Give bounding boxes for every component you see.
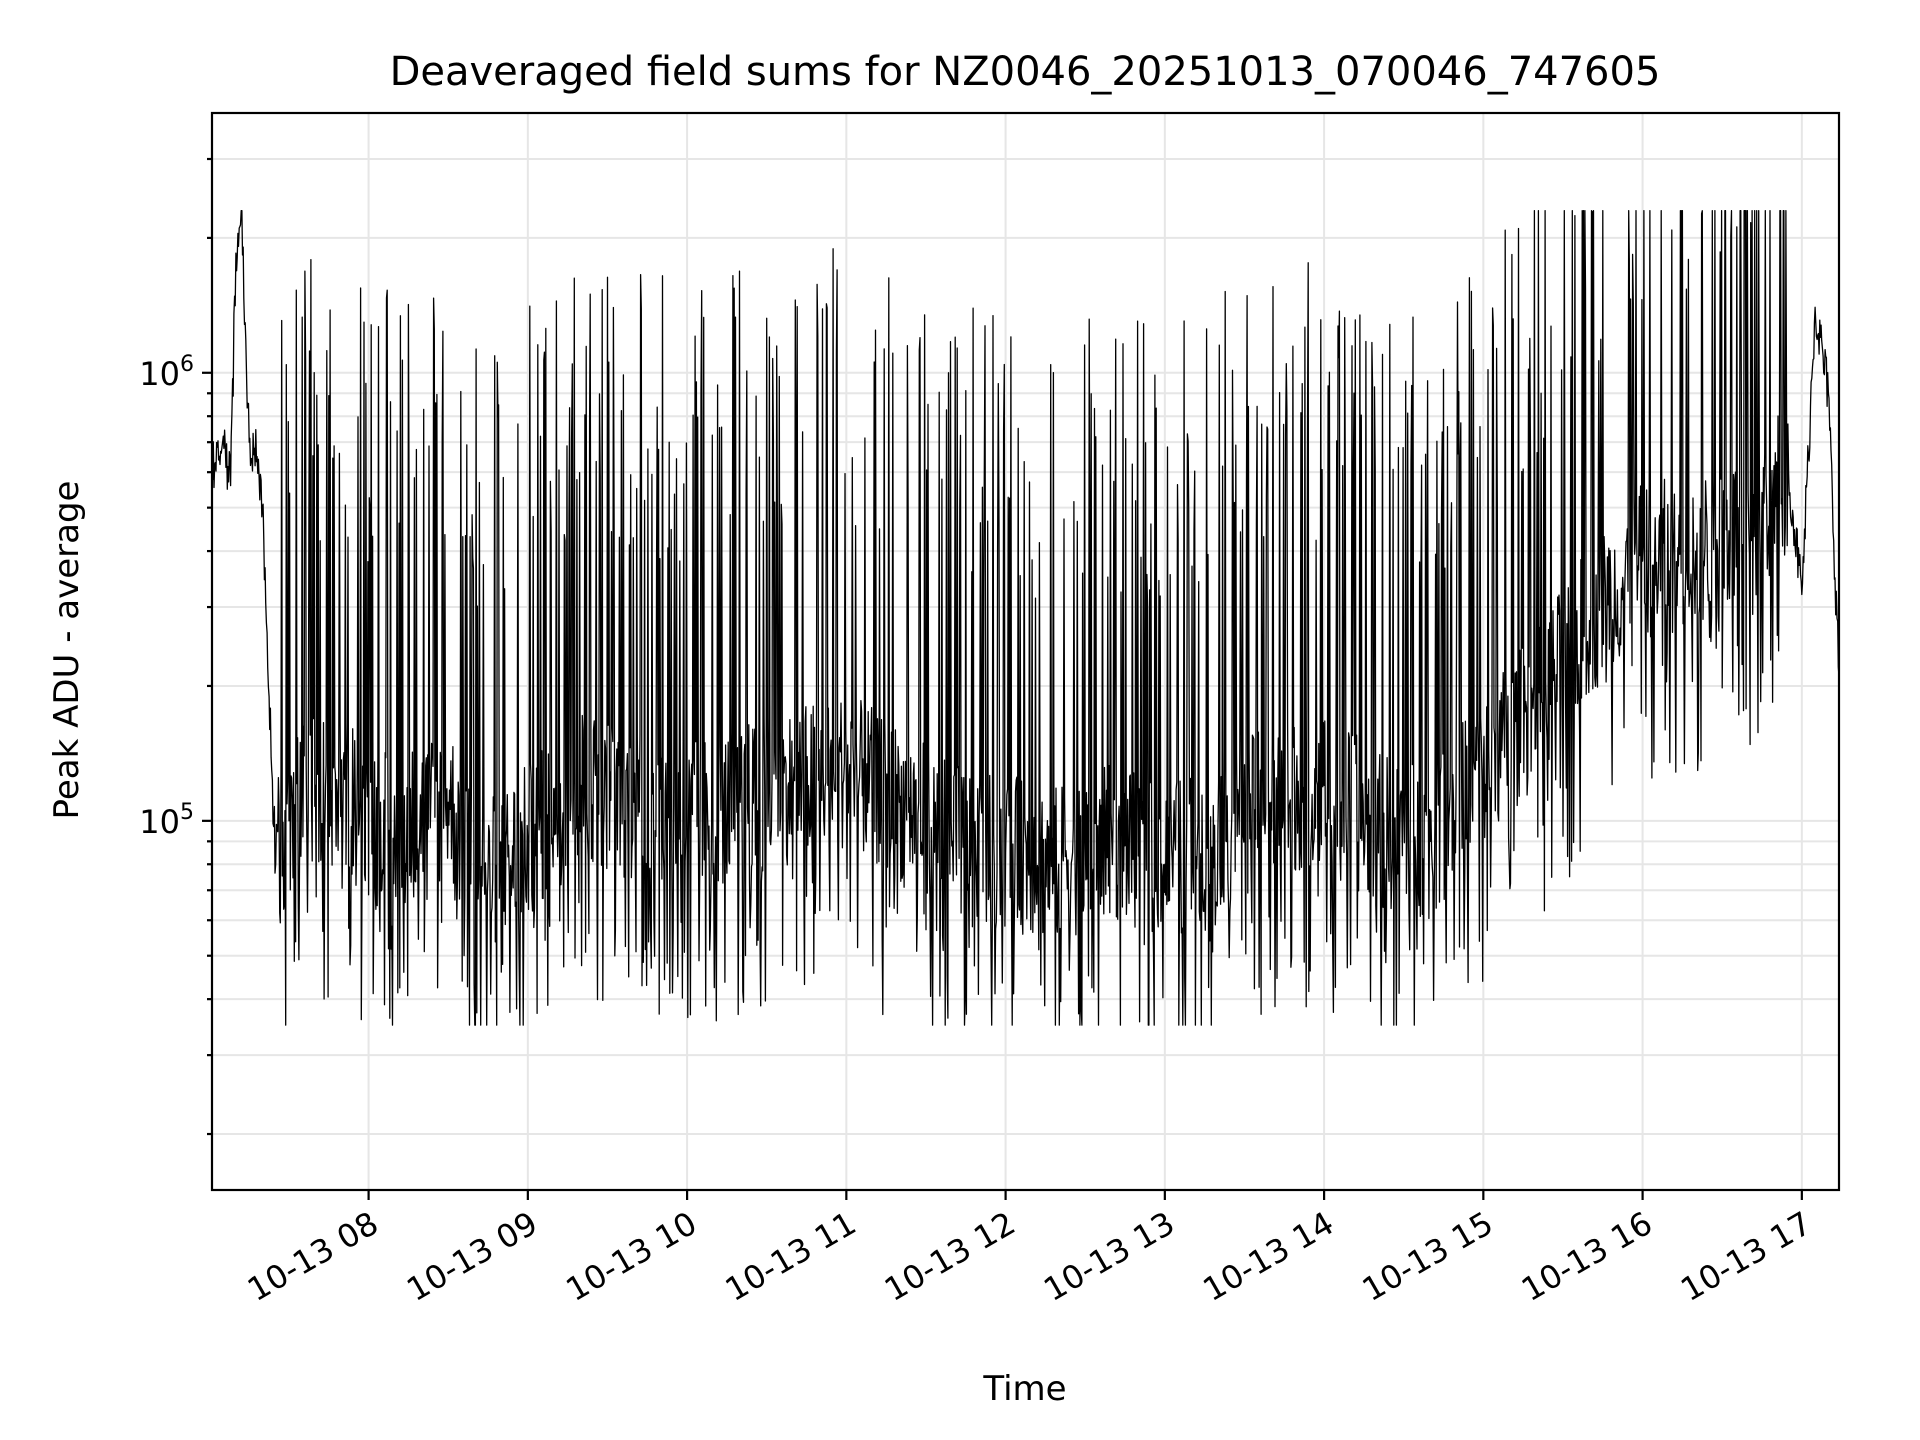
x-tick-label: 10-13 15 <box>1356 1204 1500 1309</box>
data-series <box>211 210 1840 1026</box>
plot-frame <box>210 111 1841 1192</box>
x-tick-label: 10-13 13 <box>1037 1204 1181 1309</box>
y-tick-label: 106 <box>139 352 194 393</box>
x-axis-label: Time <box>982 1369 1066 1409</box>
series-line <box>211 210 1840 1026</box>
y-axis-label: Peak ADU - average <box>47 481 87 820</box>
x-tick-label: 10-13 14 <box>1196 1204 1340 1309</box>
x-tick-label: 10-13 12 <box>878 1204 1022 1309</box>
x-tick-label: 10-13 11 <box>719 1204 863 1309</box>
x-tick-label: 10-13 08 <box>241 1204 385 1309</box>
y-tick-label: 105 <box>139 800 194 841</box>
x-tick-label: 10-13 10 <box>559 1204 703 1309</box>
chart-title: Deaveraged field sums for NZ0046_2025101… <box>390 49 1661 95</box>
x-tick-label: 10-13 17 <box>1674 1204 1818 1309</box>
x-tick-label: 10-13 16 <box>1515 1204 1659 1309</box>
x-tick-label: 10-13 09 <box>400 1204 544 1309</box>
axis-ticks <box>202 157 1803 1200</box>
